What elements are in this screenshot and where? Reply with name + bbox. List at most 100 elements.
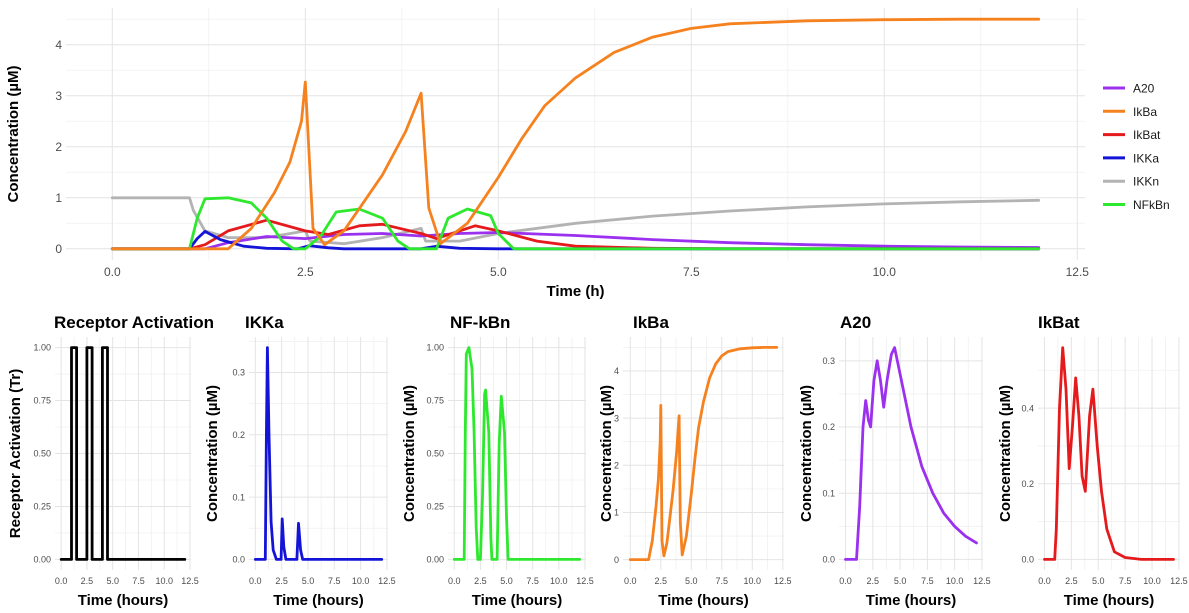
x-tick-label: 10.0 [550,576,568,586]
y-tick-label: 0.1 [232,492,245,502]
x-tick-label: 12.5 [181,576,199,586]
x-tick-label: 2.5 [81,576,94,586]
y-tick-label: 0.50 [33,449,51,459]
x-axis-title: Time (hours) [1064,592,1155,609]
y-tick-label: 2 [614,460,619,470]
x-tick-label: 2.5 [655,576,668,586]
y-tick-label: 0.75 [33,396,51,406]
chart-panel-4: 0.0 2.5 5.0 7.5 10.0 12.5 0 1 2 3 4 Time (hours) Con… [598,313,792,609]
legend-label-a20: A20 [1133,82,1155,96]
x-tick-label: 5.0 [685,576,698,586]
series-line-2 [253,346,384,561]
y-tick-label: 0.2 [822,422,835,432]
x-axis-title: Time (hours) [273,592,364,609]
minor-gridlines [1038,337,1180,570]
x-tick-label: 0.0 [249,576,262,586]
legend-label-ikbat: IkBat [1133,128,1161,142]
y-tick-label: 4 [614,366,619,376]
x-tick-label: 10.0 [352,576,370,586]
legend: A20 IkBa IkBat IKKa IKKn NFkBn [1103,82,1170,212]
x-tick-label: 10.0 [946,576,964,586]
x-tick-label: 2.5 [474,576,487,586]
x-tick-label: 7.5 [683,265,700,279]
x-tick-label: 5.0 [490,265,507,279]
y-tick-label: 2 [55,140,62,154]
y-tick-label: 0.00 [426,555,444,565]
x-tick-label: 12.5 [576,576,594,586]
series-line-5 [844,346,978,561]
x-tick-label: 7.5 [132,576,145,586]
x-tick-label: 2.5 [867,576,880,586]
y-axis-title: Concentration (µM) [204,385,221,522]
legend-label-ikka: IKKa [1133,151,1159,165]
legend-label-nfkbn: NFkBn [1133,198,1170,212]
y-axis-title: Concentration (µM) [798,385,815,522]
series-line-6 [1043,346,1175,561]
x-tick-label: 2.5 [297,265,314,279]
panel-title: IkBa [633,313,669,332]
y-tick-label: 0.2 [232,430,245,440]
x-tick-label: 10.0 [155,576,173,586]
x-tick-label: 12.5 [774,576,792,586]
y-tick-label: 1.00 [33,343,51,353]
panel-title: NF-kBn [450,313,510,332]
y-tick-label: 0.4 [1021,403,1034,413]
x-tick-label: 5.0 [106,576,119,586]
y-tick-label: 0.1 [822,488,835,498]
x-tick-label: 10.0 [873,265,897,279]
legend-label-ikkn: IKKn [1133,175,1159,189]
x-tick-label: 5.0 [1092,576,1105,586]
x-axis-title: Time (hours) [472,592,563,609]
series-line-ikka [110,230,1041,251]
x-axis-title: Time (hours) [78,592,169,609]
x-tick-label: 12.5 [1066,265,1090,279]
x-tick-label: 7.5 [1119,576,1132,586]
panel-title: IkBat [1038,313,1080,332]
x-tick-label: 7.5 [716,576,729,586]
x-tick-label: 0.0 [624,576,637,586]
x-tick-label: 0.0 [104,265,121,279]
x-tick-label: 0.0 [55,576,68,586]
panel-title: IKKa [245,313,284,332]
x-tick-label: 10.0 [744,576,762,586]
x-tick-label: 7.5 [526,576,539,586]
major-gridlines [66,8,1085,260]
x-tick-label: 5.0 [302,576,315,586]
y-tick-label: 0.00 [33,555,51,565]
x-tick-label: 2.5 [1065,576,1078,586]
major-gridlines [448,337,586,570]
y-tick-label: 0.0 [232,555,245,565]
y-tick-label: 1.00 [426,343,444,353]
x-tick-label: 5.0 [500,576,513,586]
x-tick-label: 0.0 [839,576,852,586]
x-axis-title: Time (h) [546,283,604,300]
minor-gridlines [249,337,388,570]
y-tick-label: 3 [55,89,62,103]
series-line-1 [59,346,187,561]
y-tick-label: 0 [614,555,619,565]
y-axis-title: Concentration (µM) [401,385,418,522]
major-gridlines [1038,337,1180,570]
y-tick-label: 0 [55,242,62,256]
x-tick-label: 5.0 [894,576,907,586]
y-tick-label: 0.3 [232,368,245,378]
x-tick-label: 0.0 [1038,576,1051,586]
y-tick-label: 0.0 [1021,555,1034,565]
y-tick-label: 4 [55,38,62,52]
x-tick-label: 12.5 [973,576,991,586]
y-axis-title: Concentration (µM) [997,385,1014,522]
chart-panel-0: 0.0 2.5 5.0 7.5 10.0 12.5 0 1 2 3 4 Time (h) Concent… [5,8,1170,300]
x-axis-title: Time (hours) [658,592,749,609]
x-axis-title: Time (hours) [866,592,957,609]
x-tick-label: 12.5 [378,576,396,586]
x-tick-label: 2.5 [275,576,288,586]
x-tick-label: 10.0 [1143,576,1161,586]
major-gridlines [249,337,388,570]
chart-panel-1: 0.0 2.5 5.0 7.5 10.0 12.5 0.00 0.25 0.50 0.75 1.00… [7,313,214,609]
chart-panel-6: 0.0 2.5 5.0 7.5 10.0 12.5 0.0 0.2 0.4 Time (hours… [997,313,1188,609]
y-tick-label: 0.25 [33,502,51,512]
x-tick-label: 7.5 [921,576,934,586]
y-tick-label: 0.75 [426,396,444,406]
